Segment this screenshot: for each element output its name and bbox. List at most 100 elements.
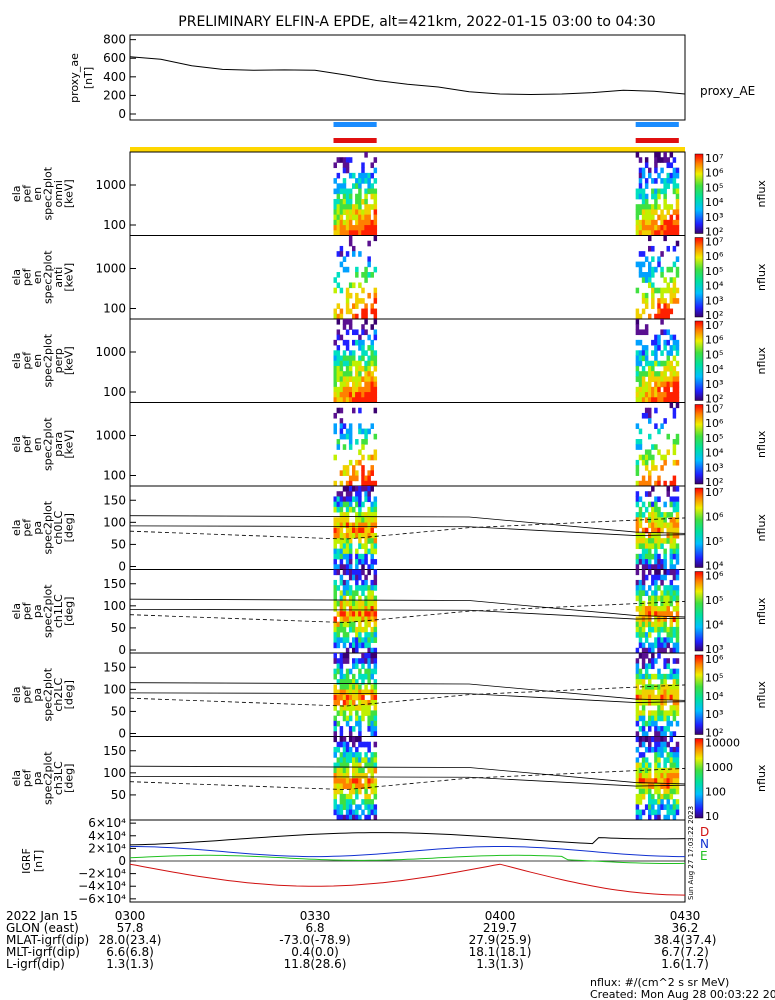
panel-ytick-label: 0 (118, 560, 126, 574)
panel-ylabel-line: spec2plot (42, 333, 55, 387)
ephemeris-value: 28.0(23.4) (99, 933, 162, 947)
ephemeris-row-label: GLON (east) (6, 921, 79, 935)
colorbar-tick-label: 10⁶ (705, 250, 724, 263)
panel-ylabel-line: [deg] (63, 764, 76, 793)
proxy-ae-legend: proxy_AE (700, 84, 755, 98)
colorbar-tick-label: 10² (705, 226, 723, 239)
colorbar (694, 237, 704, 318)
ephemeris-value: 57.8 (117, 921, 144, 935)
igrf-ytick-label: −4×10⁴ (78, 879, 126, 893)
proxy-ae-ylabel: proxy_ae (68, 53, 81, 103)
panel-ylabel-line: pa (31, 521, 44, 535)
panel-ytick-label: 1000 (95, 345, 126, 359)
panel-ylabel-line: pef (21, 184, 34, 203)
colorbar-label: nflux (755, 597, 768, 625)
colorbar-tick-label: 10⁴ (705, 363, 724, 376)
panel-ylabel-line: [deg] (63, 513, 76, 542)
colorbar-tick-label: 10 (705, 810, 719, 823)
colorbar-tick-label: 100 (705, 786, 726, 799)
colorbar-tick-label: 10⁵ (705, 594, 723, 607)
mode-bar (130, 147, 685, 152)
colorbar-tick-label: 10⁵ (705, 671, 723, 684)
panel-ytick-label: 50 (111, 621, 126, 635)
panel-ylabel-line: ch2LC (52, 678, 65, 712)
panel-ytick-label: 100 (103, 302, 126, 316)
colorbar-label: nflux (755, 764, 768, 792)
ephemeris-row-label: MLT-igrf(dip) (6, 945, 80, 959)
panel-ytick-label: 50 (111, 704, 126, 718)
ephemeris-row-label: 2022 Jan 15 (6, 909, 78, 923)
colorbar-tick-label: 10⁷ (705, 152, 723, 165)
ephemeris-table: 2022 Jan 15 0300 0330 0400 0430 GLON (east) 57… (6, 909, 716, 971)
colorbar-tick-label: 10000 (705, 737, 740, 750)
panel-ylabel-line: ela (10, 686, 23, 703)
ephemeris-value: 0300 (115, 909, 146, 923)
colorbar-tick-label: 1000 (705, 761, 733, 774)
igrf-ylabel-unit: [nT] (32, 850, 45, 872)
panel-ylabel-line: ela (10, 269, 23, 286)
colorbar-tick-label: 10³ (705, 211, 723, 224)
colorbar-tick-label: 10⁷ (705, 403, 723, 416)
ephemeris-value: 0400 (485, 909, 516, 923)
proxy-ae-ytick-label: 200 (103, 88, 126, 102)
panel-ylabel-line: para (52, 432, 65, 457)
colorbar (694, 153, 704, 234)
panel-ylabel-line: spec2plot (42, 166, 55, 220)
ephemeris-value: -73.0(-78.9) (279, 933, 350, 947)
colorbar-tick-label: 10³ (705, 643, 723, 656)
colorbar-tick-label: 10⁴ (705, 690, 724, 703)
panel-ylabel-line: ela (10, 185, 23, 202)
igrf-side-note: Sun Aug 27 17:03:22 2023 (687, 806, 695, 900)
panel-ytick-label: 100 (103, 515, 126, 529)
colorbar-tick-label: 10⁴ (705, 619, 724, 632)
colorbar-tick-label: 10⁶ (705, 417, 724, 430)
colorbar-tick-label: 10⁴ (705, 560, 724, 573)
ephemeris-value: 6.8 (305, 921, 324, 935)
colorbar-tick-label: 10² (705, 727, 723, 740)
igrf-ytick-label: 0 (118, 854, 126, 868)
igrf-total-line (129, 832, 686, 846)
ephemeris-value: 36.2 (672, 921, 699, 935)
panel-ylabel-line: pef (21, 518, 34, 537)
panel-ylabel-line: [keV] (63, 430, 76, 459)
panel-ylabel-line: ch1LC (52, 594, 65, 628)
igrf-d-line (129, 863, 686, 896)
proxy-ae-ytick-label: 800 (103, 33, 126, 47)
colorbar-tick-label: 10⁵ (705, 181, 723, 194)
colorbar (694, 404, 704, 485)
ephemeris-row-label: L-igrf(dip) (6, 957, 65, 971)
colorbar-label: nflux (755, 430, 768, 458)
igrf-n-line (130, 846, 685, 858)
panel-ylabel-line: ela (10, 352, 23, 369)
panel-ylabel-line: spec2plot (42, 751, 55, 805)
panel-ylabel-line: perp (52, 348, 65, 373)
science-zone-markers (130, 122, 685, 152)
panel-ylabel-line: ela (10, 519, 23, 536)
panel-ylabel-line: en (31, 354, 44, 368)
panel-ylabel-line: en (31, 270, 44, 284)
panel-ytick-label: 50 (111, 537, 126, 551)
ephemeris-value: 6.7(7.2) (661, 945, 709, 959)
ephemeris-value: 219.7 (483, 921, 517, 935)
panel-ylabel-line: omni (52, 180, 65, 207)
colorbar (694, 487, 704, 568)
colorbar (694, 320, 704, 401)
colorbar-tick-label: 10³ (705, 461, 723, 474)
chart-title: PRELIMINARY ELFIN-A EPDE, alt=421km, 202… (178, 14, 655, 30)
colorbar-tick-label: 10⁴ (705, 196, 724, 209)
igrf-ytick-label: 2×10⁴ (88, 841, 126, 855)
proxy-ae-line (129, 56, 686, 96)
colorbar-tick-label: 10³ (705, 708, 723, 721)
panel-ylabel-line: spec2plot (42, 417, 55, 471)
panel-ylabel-line: pa (31, 604, 44, 618)
panel-ylabel-line: spec2plot (42, 667, 55, 721)
ephemeris-value: 11.8(28.6) (284, 957, 347, 971)
proxy-ae-ytick-label: 400 (103, 70, 126, 84)
panel-ylabel-line: ela (10, 436, 23, 453)
